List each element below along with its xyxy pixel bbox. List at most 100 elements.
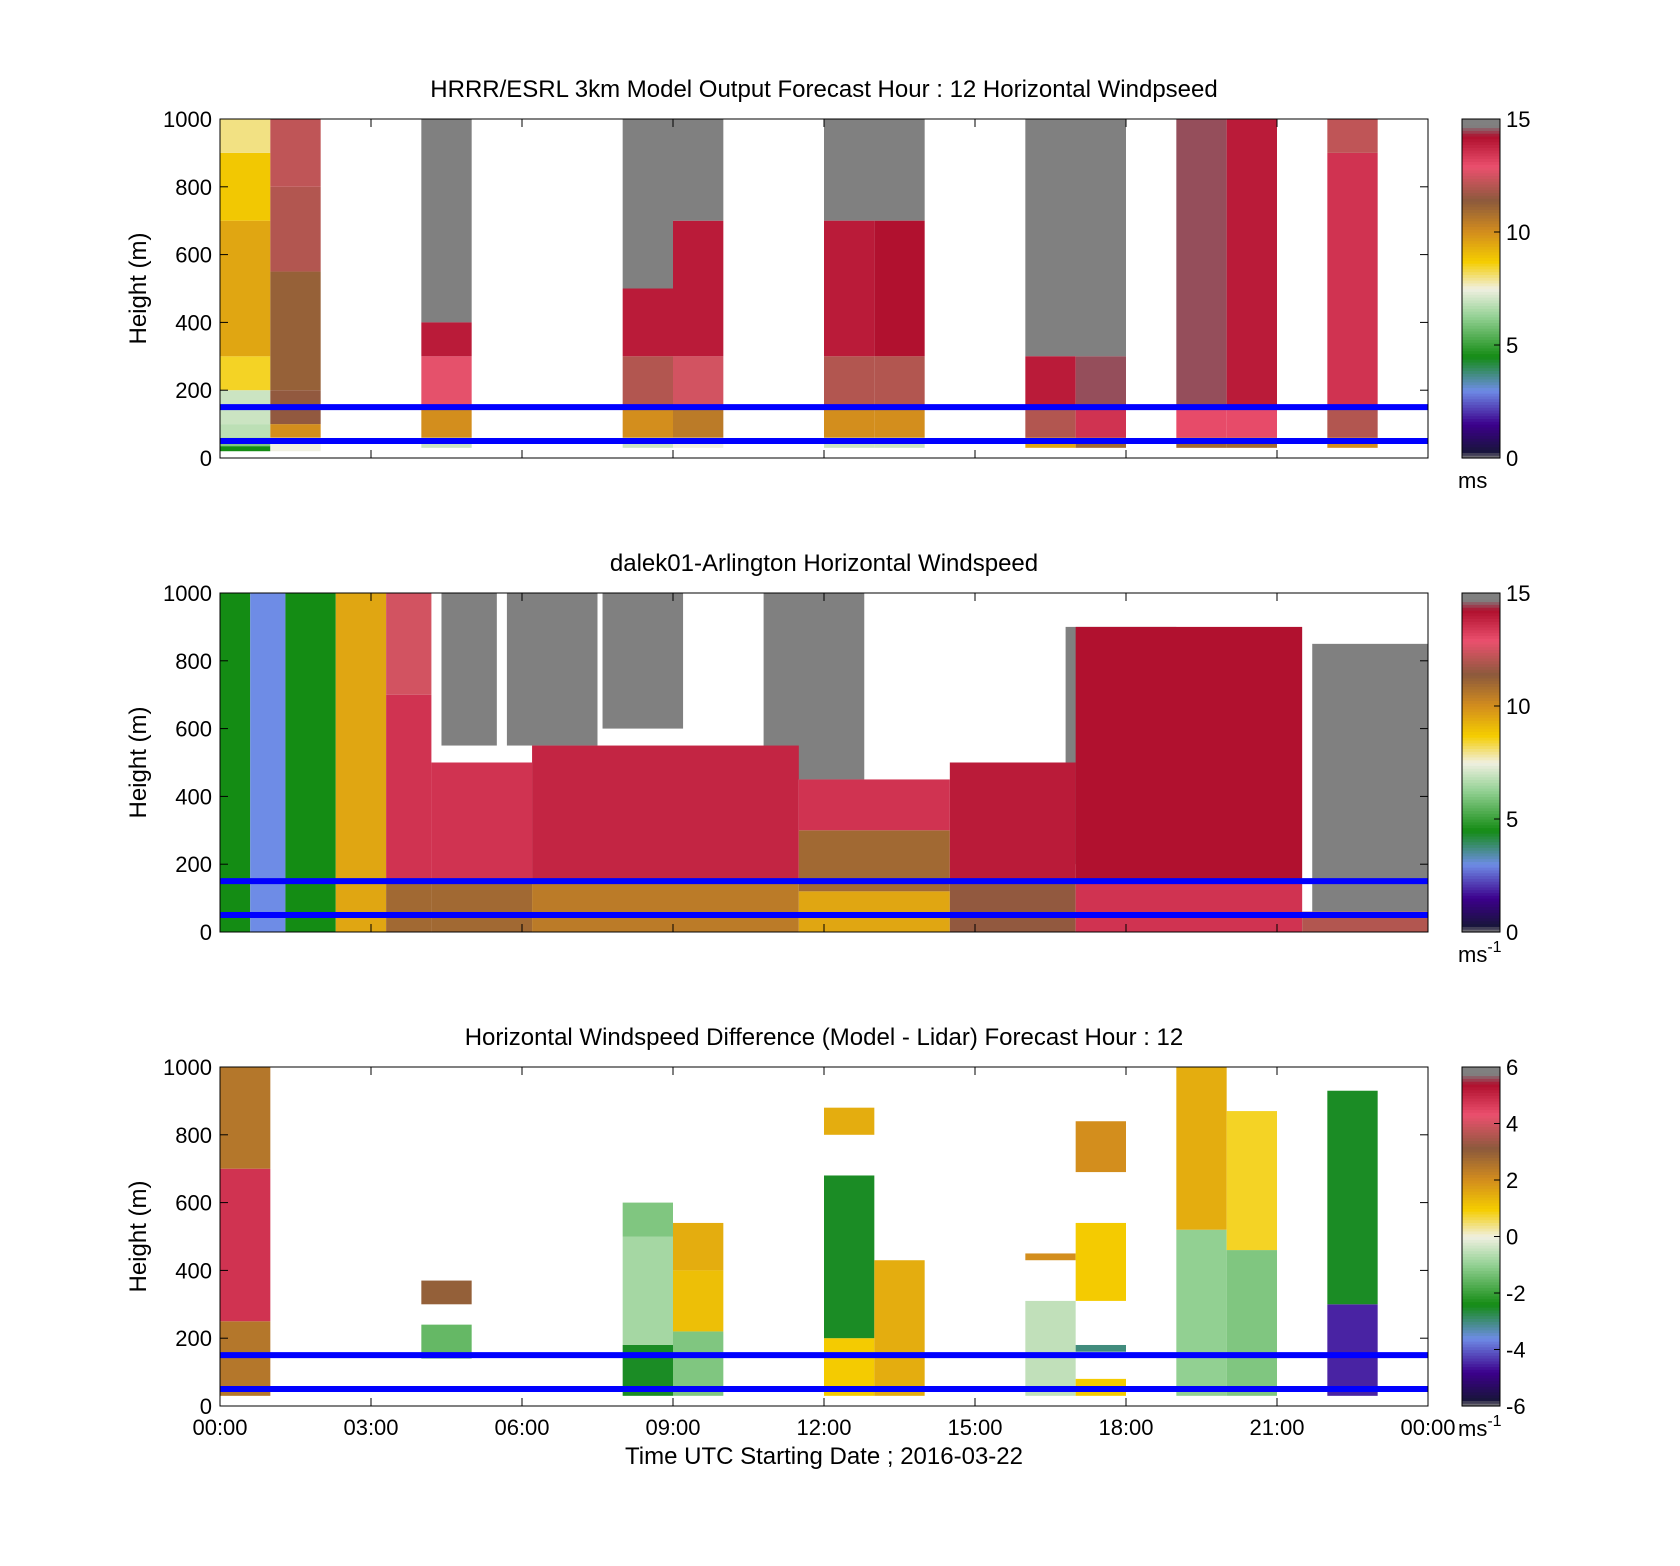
colorbar-swatch [1462, 1394, 1500, 1399]
colorbar-swatch [1462, 1383, 1500, 1387]
colorbar-swatch [1462, 288, 1500, 292]
colorbar-swatch [1462, 1324, 1500, 1328]
panel-model-output: 0 200 400 600 800 1000 HRRR/ESRL 3km Model Out… [125, 76, 1530, 493]
colorbar-swatch [1462, 717, 1500, 721]
colorbar-swatch [1462, 745, 1500, 749]
colorbar-swatch [1462, 1160, 1500, 1164]
colorbar-swatch [1462, 1092, 1500, 1096]
heatmap-cell [220, 152, 271, 221]
colorbar-swatch [1462, 819, 1500, 823]
y-tick-label: 600 [175, 1191, 212, 1216]
colorbar-swatch [1462, 641, 1500, 645]
colorbar-swatch [1462, 1276, 1500, 1280]
heatmap-cell [798, 891, 950, 932]
colorbar-swatch [1462, 858, 1500, 862]
colorbar-swatch [1462, 183, 1500, 188]
colorbar-swatch [1462, 260, 1500, 264]
heatmap-cell [1226, 119, 1277, 408]
colorbar-swatch [1462, 607, 1500, 611]
heatmap-cell [824, 1107, 875, 1135]
heatmap-cell [386, 694, 432, 882]
colorbar-swatch [1462, 923, 1500, 927]
colorbar-swatch [1462, 1256, 1500, 1260]
heatmap-cell [431, 762, 533, 882]
colorbar-swatch [1462, 1174, 1500, 1178]
colorbar-swatch [1462, 816, 1500, 820]
colorbar-swatch [1462, 226, 1500, 230]
heatmap-cell [874, 220, 925, 357]
heatmap-cell [270, 186, 321, 272]
colorbar-swatch [1462, 714, 1500, 718]
colorbar-swatch [1462, 367, 1500, 372]
colorbar-swatch [1462, 424, 1500, 428]
colorbar-swatch [1462, 412, 1500, 417]
colorbar-swatch [1462, 598, 1500, 603]
heatmap-cell [1075, 626, 1303, 882]
heatmap-cell [285, 593, 336, 932]
heatmap-cell [1176, 119, 1227, 408]
colorbar-swatch [1462, 861, 1500, 865]
y-tick-label: 0 [200, 920, 212, 945]
colorbar-swatch [1462, 1140, 1500, 1144]
colorbar-swatch [1462, 376, 1500, 380]
colorbar-swatch [1462, 1374, 1500, 1379]
colorbar-swatch [1462, 268, 1500, 273]
colorbar-swatch [1462, 722, 1500, 727]
colorbar-swatch [1462, 234, 1500, 239]
colorbar-swatch [1462, 672, 1500, 676]
colorbar-swatch [1462, 751, 1500, 755]
colorbar-swatch [1462, 618, 1500, 622]
colorbar-swatch [1462, 1143, 1500, 1147]
colorbar-swatch [1462, 443, 1500, 448]
colorbar-swatch [1462, 167, 1500, 171]
colorbar-swatch [1462, 217, 1500, 222]
colorbar-swatch [1462, 655, 1500, 659]
colorbar-swatch [1462, 277, 1500, 281]
colorbar-swatch [1462, 158, 1500, 162]
colorbar-swatch [1462, 181, 1500, 185]
colorbar-swatch [1462, 370, 1500, 374]
x-tick-label: 12:00 [796, 1415, 851, 1440]
colorbar-swatch [1462, 683, 1500, 687]
heatmap-cell [622, 407, 673, 438]
colorbar-swatch [1462, 229, 1500, 233]
missing-data-block [1025, 119, 1126, 357]
y-tick-label: 200 [175, 378, 212, 403]
colorbar-swatch [1462, 1188, 1500, 1192]
colorbar-swatch [1462, 804, 1500, 809]
colorbar-swatch [1462, 1261, 1500, 1266]
colorbar-swatch [1462, 1137, 1500, 1142]
heatmap-cell [1025, 356, 1076, 408]
colorbar-swatch [1462, 1095, 1500, 1099]
colorbar-swatch [1462, 1075, 1500, 1079]
heatmap-cell [386, 593, 432, 695]
colorbar-swatch [1462, 119, 1500, 123]
colorbar-swatch [1462, 824, 1500, 829]
colorbar-swatch [1462, 1157, 1500, 1161]
colorbar-swatch [1462, 133, 1500, 137]
colorbar-tick-label: 2 [1506, 1168, 1518, 1193]
heatmap-cell [1327, 407, 1378, 438]
colorbar-swatch [1462, 175, 1500, 179]
heatmap-cell [824, 407, 875, 438]
colorbar-swatch [1462, 830, 1500, 834]
colorbar-swatch [1462, 1168, 1500, 1173]
colorbar-swatch [1462, 438, 1500, 442]
colorbar-swatch [1462, 835, 1500, 840]
colorbar-swatch [1462, 121, 1500, 126]
colorbar-swatch [1462, 339, 1500, 343]
heatmap-cell [220, 424, 271, 438]
colorbar-swatch [1462, 1349, 1500, 1353]
colorbar-swatch [1462, 1259, 1500, 1263]
x-tick-label: 21:00 [1249, 1415, 1304, 1440]
colorbar-swatch [1462, 232, 1500, 236]
colorbar-swatch [1462, 1321, 1500, 1325]
colorbar-swatch [1462, 1100, 1500, 1105]
colorbar-swatch [1462, 1309, 1500, 1314]
colorbar-swatch [1462, 1205, 1500, 1209]
colorbar-swatch [1462, 1335, 1500, 1339]
colorbar-swatch [1462, 1329, 1500, 1334]
colorbar-swatch [1462, 1182, 1500, 1187]
heatmap-cell [1327, 152, 1378, 408]
colorbar-swatch [1462, 593, 1500, 597]
